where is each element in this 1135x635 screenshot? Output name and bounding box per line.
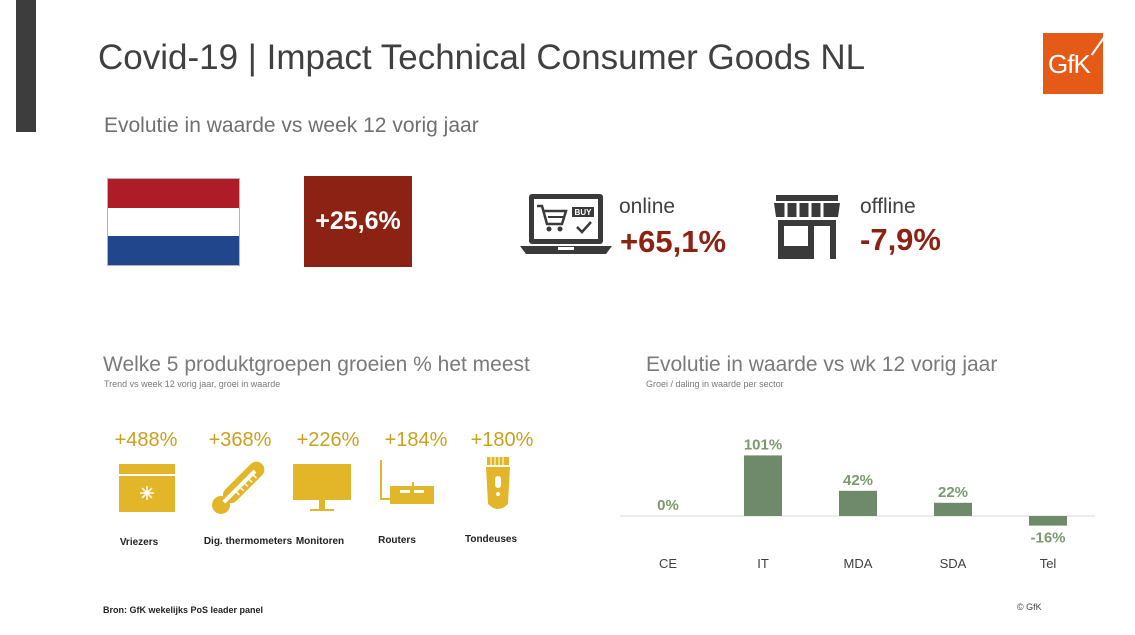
copyright: © GfK [1017,602,1042,612]
product-pct: +184% [384,429,448,451]
accent-bar [16,0,36,132]
page-title: Covid-19 | Impact Technical Consumer Goo… [98,38,866,77]
bar-it [744,455,782,516]
products-title: Welke 5 produktgroepen groeien % het mee… [103,353,530,376]
category-label: MDA [844,556,873,571]
category-label: IT [757,556,769,571]
category-label: SDA [940,556,967,571]
offline-value: -7,9% [860,222,941,257]
data-label: -16% [1030,530,1065,547]
freezer-icon [119,464,175,512]
router-icon [380,460,434,504]
product-label: Vriezers [119,537,159,548]
laptop-cart-icon: BUY [520,194,612,254]
bar-mda [839,490,877,516]
online-label: online [619,195,676,218]
thermometer-icon [212,461,265,514]
data-label: 0% [657,497,679,514]
kpi-subtitle: Evolutie in waarde vs week 12 vorig jaar [104,114,479,137]
gfk-logo: GfK [1043,33,1106,94]
monitor-icon [293,464,351,511]
chart-subtitle: Groei / daling in waarde per sector [646,379,784,389]
bar-tel [1029,516,1067,526]
product-label: Monitoren [295,536,345,547]
bar-sda [934,502,972,516]
product-pct: +180% [470,429,534,451]
store-icon [774,195,840,259]
data-label: 42% [843,472,873,489]
products-subtitle: Trend vs week 12 vorig jaar, groei in wa… [104,379,281,389]
sector-bar-chart: 0% CE 101% IT 42% MDA 22% SDA -16% Tel [620,436,1095,571]
offline-label: offline [860,195,916,218]
total-value-badge: +25,6% [304,176,412,267]
logo-text: GfK [1048,49,1091,79]
product-pct: +226% [296,429,360,451]
netherlands-flag-icon [107,178,240,266]
product-pct: +488% [114,429,178,451]
source-note: Bron: GfK wekelijks PoS leader panel [103,605,264,615]
logo-slash [1090,36,1106,56]
online-value: +65,1% [620,224,727,259]
product-label: Tondeuses [464,534,518,545]
product-pct: +368% [208,429,272,451]
product-label: Routers [378,535,416,546]
buy-text: BUY [575,208,593,217]
category-label: CE [659,556,677,571]
data-label: 101% [744,436,782,453]
category-label: Tel [1040,556,1057,571]
product-label: Dig. thermometers [203,536,293,547]
clipper-icon [486,457,510,509]
data-label: 22% [938,484,968,501]
chart-title: Evolutie in waarde vs wk 12 vorig jaar [646,353,998,376]
